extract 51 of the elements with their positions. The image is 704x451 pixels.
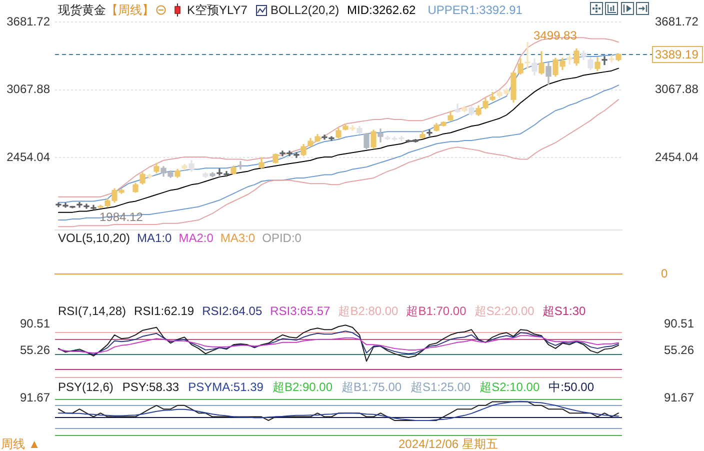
ref-line-label: 超B1:70.00 <box>406 304 466 318</box>
y-tick-label: 55.26 <box>20 342 50 357</box>
ref-line-label: 超S1:30 <box>542 304 586 318</box>
text: MID:3262.62 <box>347 3 416 17</box>
y2-tick-label: 90.51 <box>664 316 694 330</box>
ref-line-label: 超S2:20.00 <box>474 304 534 318</box>
text: 超S2:10.00 <box>480 380 540 394</box>
text: K空预YLY7 <box>187 3 248 17</box>
text: UPPER1:3392.91 <box>428 3 522 17</box>
text: RSI2:64.05 <box>202 304 262 318</box>
chart-subtitle: 【周线】 <box>106 3 154 17</box>
candlestick <box>426 130 432 136</box>
text: 中:50.00 <box>548 380 594 394</box>
text: 91.67 <box>664 390 694 404</box>
text: 周线 ▲ <box>1 437 40 451</box>
series-label: RSI3:65.57 <box>270 304 330 318</box>
series-label: PSYMA:51.39 <box>188 380 264 394</box>
text: 超S1:25.00 <box>410 380 471 394</box>
legend-title: BOLL2(20,2) <box>270 3 340 17</box>
y2-tick-label: 2454.04 <box>655 150 699 164</box>
candlestick <box>350 125 356 131</box>
text: MA2:0 <box>178 231 214 245</box>
y2-tick-label: 55.26 <box>664 342 694 357</box>
text: OPID:0 <box>262 231 302 245</box>
text: VOL(5,10,20) <box>58 231 130 245</box>
text: 0 <box>661 266 668 280</box>
y-tick-label: 3067.88 <box>6 82 50 96</box>
candlestick <box>602 56 608 66</box>
y-tick-label: 90.51 <box>20 316 50 330</box>
text: 超B1:75.00 <box>342 380 402 394</box>
chart-title: PSY(12,6) <box>58 380 114 394</box>
series-label: PSY:58.33 <box>122 380 180 394</box>
y2-tick-label: 3067.88 <box>655 82 699 96</box>
x-axis-title: 2024/12/06 星期五 <box>398 437 498 451</box>
text: 超B2:90.00 <box>272 380 332 394</box>
annotation: 3499.83 <box>534 28 578 42</box>
series-label: RSI1:62.19 <box>134 304 194 318</box>
y2-tick-label: 3681.72 <box>655 14 699 28</box>
candlestick <box>608 55 614 62</box>
y-tick-label: 2454.04 <box>6 150 50 164</box>
candlestick <box>238 161 244 170</box>
candlestick <box>524 42 530 69</box>
ref-line-label: 3389.19 <box>655 47 699 62</box>
text: MA3:0 <box>220 231 256 245</box>
text: MA1:0 <box>137 231 172 245</box>
text: 91.67 <box>20 390 50 404</box>
candlestick <box>84 204 90 209</box>
chart-title: 现货黄金 <box>58 3 106 17</box>
y-tick-label: 3681.72 <box>6 14 50 28</box>
ref-line-label: 超B2:80.00 <box>338 304 398 318</box>
chart-title: RSI(7,14,28) <box>58 304 126 318</box>
